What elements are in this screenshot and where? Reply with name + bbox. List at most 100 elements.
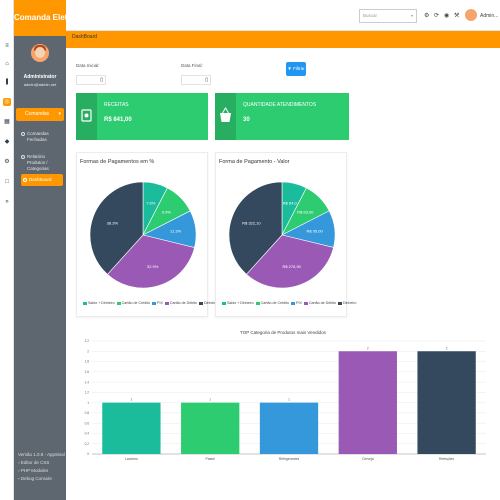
sidebar-item-comandas[interactable]: Comandas ▾: [16, 108, 64, 121]
menu-toggle-icon[interactable]: ≡: [5, 43, 9, 49]
settings-icon[interactable]: ⚙: [424, 13, 430, 19]
pie-data-label: 7.6%: [146, 201, 156, 206]
home-icon[interactable]: ⌂: [5, 61, 9, 67]
pie-data-label: 11.3%: [170, 229, 181, 234]
bar[interactable]: [338, 351, 397, 454]
legend-swatch: [222, 301, 226, 305]
legend-entry[interactable]: PIX: [296, 301, 302, 305]
pie-chart-percent: 7.6% 9.9% 11.3% 32.9% 38.3%: [89, 181, 197, 289]
bar-chart-top-categories: TOP Categoria de Produtos mais Vendidos 0…: [85, 330, 486, 461]
y-tick-label: 1.6: [85, 370, 90, 374]
topbar-avatar[interactable]: [465, 9, 477, 21]
start-date-input[interactable]: ▯: [76, 75, 106, 85]
avatar: [31, 44, 49, 62]
version-text: Versão 1.0.8 - AppSisal: [18, 452, 65, 457]
legend-entry[interactable]: Cartão de Débito: [308, 301, 337, 305]
pie-card-value: Forma de Pagamento - Valor R$ 64,0 R$ 83,…: [215, 152, 356, 317]
stat-icon-box: [76, 93, 97, 140]
debug-console-link[interactable]: ▫ Debug Console: [18, 476, 52, 481]
search-select[interactable]: Buscar ▾: [359, 9, 417, 23]
x-tick-label: Lanches: [125, 457, 138, 461]
topbar-user-name[interactable]: Admin...: [480, 13, 499, 19]
breadcrumb: DashBoard: [66, 31, 500, 48]
y-tick-label: 1.4: [85, 380, 90, 384]
legend-entry[interactable]: Cartão de Crédito: [260, 301, 290, 305]
app-brand[interactable]: Comanda Eletrôni...: [14, 0, 66, 36]
pie-slice[interactable]: [246, 234, 334, 289]
pie-data-label: 38.3%: [107, 221, 119, 226]
stat-title: RECEITAS: [104, 102, 129, 108]
legend-entry[interactable]: PIX: [157, 301, 163, 305]
circle-icon: [21, 155, 25, 159]
chart-icon[interactable]: ◆: [4, 139, 10, 145]
sidebar-subitem-label: Relatório Produtos / Categorias: [27, 154, 49, 171]
legend-entry[interactable]: Dinheiro: [343, 301, 357, 305]
legend-entry[interactable]: Saldo + Dinheiro: [227, 301, 254, 305]
cash-icon: [81, 109, 92, 122]
bar-data-label: 1: [131, 398, 133, 402]
stat-icon-box: [215, 93, 236, 140]
legend-entry[interactable]: Cartão de Débito: [169, 301, 198, 305]
php-modules-link[interactable]: ▫ PHP Modules: [18, 468, 49, 473]
sidebar-subitem-dashboard[interactable]: DashBoard: [21, 174, 63, 186]
bookmark-icon[interactable]: ❚: [4, 79, 10, 85]
filter-button[interactable]: ▼ Filtrar: [286, 62, 306, 76]
legend-entry[interactable]: Saldo + Dinheiro: [88, 301, 115, 305]
legend-swatch: [116, 301, 121, 305]
legend-swatch: [291, 301, 296, 305]
icon-rail: ≡ ⌂ ❚ ◎ ▦ ◆ ⚙ □ »: [0, 0, 14, 500]
sidebar-subitem-label: Comandas Fechadas: [27, 131, 49, 142]
x-tick-label: Refeições: [439, 457, 454, 461]
bar-data-label: 1: [209, 398, 211, 402]
legend-swatch: [83, 301, 87, 305]
bar[interactable]: [259, 402, 319, 454]
y-tick-label: 2.2: [85, 339, 90, 343]
x-tick-label: Pastel: [205, 457, 215, 461]
bar[interactable]: [181, 402, 240, 454]
legend-swatch: [199, 301, 204, 305]
pie-slice[interactable]: [89, 181, 144, 275]
language-icon[interactable]: ◉: [444, 13, 450, 19]
bar[interactable]: [102, 402, 161, 454]
sidebar-item-label: Comandas: [25, 111, 50, 117]
pie-data-label: R$ 95,00: [307, 229, 324, 234]
refresh-icon[interactable]: ⟳: [434, 13, 440, 19]
css-editor-label: Editor de CSS: [20, 460, 50, 465]
php-modules-label: PHP Modules: [20, 468, 49, 473]
settings-icon[interactable]: ⚙: [4, 159, 10, 165]
monitor-icon[interactable]: □: [5, 179, 9, 185]
sidebar: Comanda Eletrôni... Administrator admin@…: [14, 0, 66, 500]
calendar-icon[interactable]: ▯: [100, 77, 103, 83]
arrows-icon[interactable]: »: [5, 199, 9, 205]
legend-swatch: [255, 301, 260, 305]
bar[interactable]: [417, 351, 476, 454]
sidebar-subitem-relatorio[interactable]: Relatório Produtos / Categorias: [21, 154, 64, 172]
bar-data-label: 1: [288, 398, 290, 402]
chart-title: TOP Categoria de Produtos mais Vendidos: [240, 330, 327, 335]
end-date-input[interactable]: ▯: [181, 75, 211, 85]
bar-data-label: 2: [367, 346, 369, 350]
stat-box-atendimentos: QUANTIDADE ATENDIMENTOS 30: [215, 93, 349, 140]
filter-button-label: Filtrar: [293, 66, 305, 71]
grid-icon[interactable]: ▦: [4, 119, 10, 125]
user-email: admin@admin.net: [23, 82, 57, 87]
calendar-icon[interactable]: ▯: [205, 77, 208, 83]
pie-data-label: R$ 64,0: [283, 201, 298, 206]
y-tick-label: 1: [87, 401, 89, 405]
x-tick-label: Cerveja: [362, 457, 374, 461]
sidebar-subitem-comandas-fechadas[interactable]: Comandas Fechadas: [21, 131, 64, 143]
pie-slice[interactable]: [228, 181, 283, 275]
pie-slice[interactable]: [107, 234, 195, 289]
legend-entry[interactable]: Dinheiro: [204, 301, 218, 305]
avatar-face: [35, 47, 45, 58]
tools-icon[interactable]: ⚒: [454, 13, 460, 19]
legend-entry[interactable]: Cartão de Crédito: [121, 301, 151, 305]
pie-chart-value: R$ 64,0 R$ 83,00 R$ 95,00 R$ 276,90 R$ 322,1…: [228, 181, 336, 289]
css-editor-link[interactable]: ▫ Editor de CSS: [18, 460, 50, 465]
orders-icon[interactable]: ◎: [3, 98, 11, 106]
chevron-down-icon: ▾: [58, 111, 61, 117]
pie-data-label: 9.9%: [162, 209, 172, 214]
stat-title: QUANTIDADE ATENDIMENTOS: [243, 102, 317, 108]
stat-box-receitas: RECEITAS R$ 841,00: [76, 93, 208, 140]
